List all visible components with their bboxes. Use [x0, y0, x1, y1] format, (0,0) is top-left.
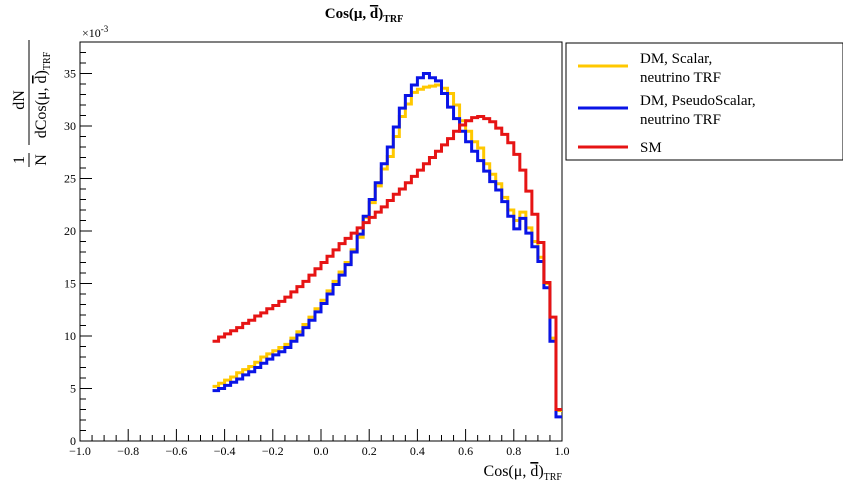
y-axis: 0 5 10 15 20 25 30 35 — [64, 41, 92, 448]
chart-title-text: Cos(μ, d)TRF — [325, 6, 404, 25]
legend-label-0: DM, Scalar, — [640, 51, 712, 67]
series-line-2 — [212, 115, 562, 411]
x-tick-label: −0.6 — [166, 444, 188, 458]
y-tick-label: 35 — [64, 67, 76, 81]
y-axis-title: 1 NdN dCos(μ, d)TRF — [11, 40, 53, 167]
x-axis-title: Cos(μ, d)TRF — [484, 463, 563, 483]
svg-text:N: N — [33, 154, 50, 166]
legend-label-2: SM — [640, 140, 662, 156]
x-tick-label: −1.0 — [69, 444, 91, 458]
legend-label-1: neutrino TRF — [640, 112, 721, 128]
x-tick-label: −0.2 — [262, 444, 284, 458]
x-tick-label: 0.0 — [314, 444, 329, 458]
x-tick-label: 1.0 — [555, 444, 570, 458]
y-tick-label: 25 — [64, 172, 76, 186]
y-tick-label: 5 — [70, 382, 76, 396]
y-tick-label: 0 — [70, 434, 76, 448]
svg-text:dCos(μ, d)TRF: dCos(μ, d)TRF — [33, 51, 53, 138]
x-tick-label: −0.8 — [117, 444, 139, 458]
y-tick-label: 15 — [64, 277, 76, 291]
series-line-0 — [212, 83, 562, 413]
x-tick-label: −0.4 — [214, 444, 236, 458]
legend-box — [565, 42, 843, 161]
plot-frame — [79, 41, 563, 442]
legend-label-0: neutrino TRF — [640, 70, 721, 86]
svg-text:dN: dN — [11, 90, 28, 110]
x-tick-label: 0.4 — [410, 444, 425, 458]
y-tick-label: 30 — [64, 119, 76, 133]
x-tick-label: 0.6 — [458, 444, 473, 458]
y-axis-title-text: 1 NdN dCos(μ, d)TRF — [11, 40, 53, 167]
chart-title: Cos(μ, d)TRF — [325, 6, 404, 25]
y-tick-label: 10 — [64, 329, 76, 343]
legend: DM, Scalar, neutrino TRF DM, PseudoScalar,… — [565, 42, 843, 161]
y-tick-label: 20 — [64, 224, 76, 238]
svg-text:1: 1 — [11, 156, 28, 164]
series-layer — [212, 72, 562, 419]
y-axis-multiplier: ×10-3 — [82, 24, 109, 40]
legend-label-1: DM, PseudoScalar, — [640, 93, 756, 109]
x-tick-label: 0.2 — [362, 444, 377, 458]
x-tick-label: 0.8 — [506, 444, 521, 458]
series-line-1 — [212, 72, 562, 419]
x-axis: −1.0 −0.8 −0.6 −0.4 −0.2 0.0 0.2 0.4 0.6 0.8 1.0 — [69, 429, 570, 458]
x-axis-title-text: Cos(μ, d)TRF — [484, 463, 563, 483]
